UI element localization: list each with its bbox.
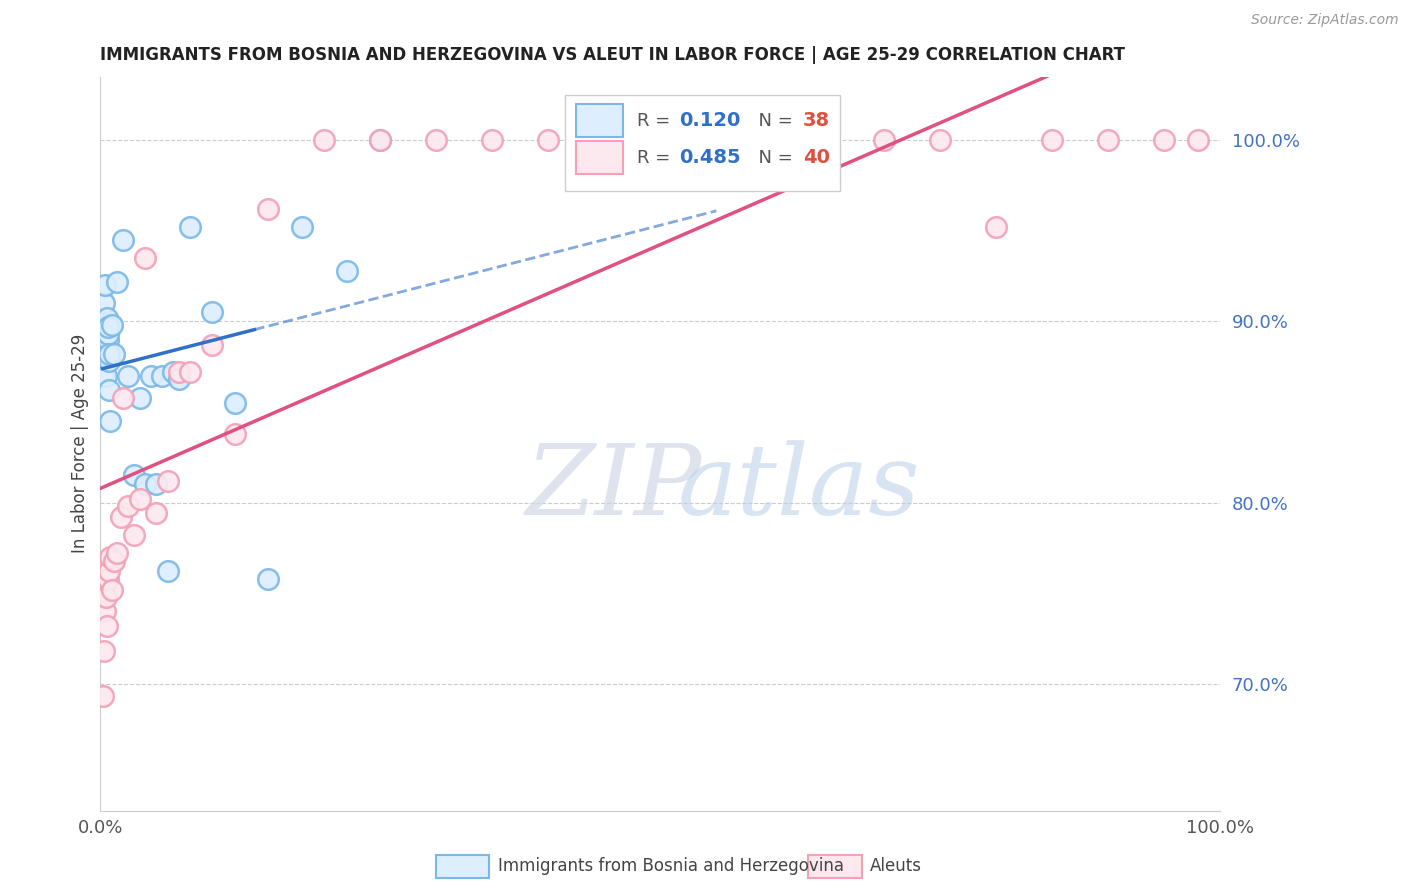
Point xyxy=(986,220,1008,235)
Point xyxy=(1187,133,1209,147)
Point xyxy=(94,324,117,338)
Point xyxy=(179,365,201,379)
Point xyxy=(425,133,447,147)
Point xyxy=(134,251,156,265)
Point xyxy=(105,275,128,289)
Point xyxy=(122,528,145,542)
Point xyxy=(96,619,118,633)
Text: N =: N = xyxy=(747,112,799,130)
Point xyxy=(481,133,503,147)
Y-axis label: In Labor Force | Age 25-29: In Labor Force | Age 25-29 xyxy=(72,334,89,553)
Point xyxy=(97,327,120,342)
Point xyxy=(111,391,134,405)
Point xyxy=(929,133,952,147)
Point xyxy=(179,220,201,235)
FancyBboxPatch shape xyxy=(576,141,623,174)
Point xyxy=(93,644,115,658)
Point xyxy=(103,347,125,361)
Point xyxy=(98,565,121,579)
Point xyxy=(97,333,120,347)
Point xyxy=(1097,133,1119,147)
Point xyxy=(706,133,728,147)
Point xyxy=(873,133,896,147)
Point xyxy=(167,365,190,379)
Point xyxy=(94,347,117,361)
Point xyxy=(110,510,132,524)
Point xyxy=(537,133,560,147)
Point xyxy=(94,604,117,618)
Point xyxy=(761,133,783,147)
Text: R =: R = xyxy=(637,149,676,167)
Point xyxy=(128,491,150,506)
Text: 38: 38 xyxy=(803,112,830,130)
Point xyxy=(98,384,121,398)
Point xyxy=(122,468,145,483)
Text: Aleuts: Aleuts xyxy=(870,857,922,875)
Point xyxy=(103,553,125,567)
Point xyxy=(817,133,839,147)
Point xyxy=(100,414,122,428)
Point xyxy=(201,305,224,319)
Point xyxy=(167,372,190,386)
Point xyxy=(224,396,246,410)
Point xyxy=(156,474,179,488)
Text: N =: N = xyxy=(747,149,799,167)
Point xyxy=(370,133,392,147)
Text: Source: ZipAtlas.com: Source: ZipAtlas.com xyxy=(1251,13,1399,28)
Point xyxy=(91,690,114,704)
Point xyxy=(1042,133,1064,147)
Point xyxy=(156,565,179,579)
Point xyxy=(128,391,150,405)
Point xyxy=(96,329,118,343)
Text: atlas: atlas xyxy=(678,440,920,535)
Point xyxy=(105,546,128,560)
Point xyxy=(150,368,173,383)
Point xyxy=(93,296,115,310)
Point xyxy=(314,133,336,147)
Point xyxy=(91,368,114,383)
Point xyxy=(94,278,117,293)
Point xyxy=(145,507,167,521)
Point xyxy=(94,368,117,383)
Text: 0.120: 0.120 xyxy=(679,112,741,130)
Text: 0.485: 0.485 xyxy=(679,148,741,167)
Text: 40: 40 xyxy=(803,148,830,167)
Point xyxy=(1153,133,1175,147)
Point xyxy=(98,347,121,361)
FancyBboxPatch shape xyxy=(565,95,839,191)
Point xyxy=(117,368,139,383)
Point xyxy=(224,426,246,441)
Point xyxy=(291,220,314,235)
Point xyxy=(97,572,120,586)
Point xyxy=(139,368,162,383)
Text: Immigrants from Bosnia and Herzegovina: Immigrants from Bosnia and Herzegovina xyxy=(498,857,844,875)
Point xyxy=(257,202,280,216)
Text: ZIP: ZIP xyxy=(526,440,702,535)
Point xyxy=(96,310,118,325)
Point xyxy=(257,572,280,586)
Text: IMMIGRANTS FROM BOSNIA AND HERZEGOVINA VS ALEUT IN LABOR FORCE | AGE 25-29 CORRE: IMMIGRANTS FROM BOSNIA AND HERZEGOVINA V… xyxy=(100,46,1125,64)
Point xyxy=(650,133,672,147)
Point xyxy=(97,342,120,356)
Point xyxy=(94,590,117,604)
Text: R =: R = xyxy=(637,112,676,130)
Point xyxy=(100,318,122,332)
Point xyxy=(100,549,122,564)
Point xyxy=(145,477,167,491)
Point xyxy=(117,499,139,513)
Point xyxy=(134,477,156,491)
Point xyxy=(111,233,134,247)
FancyBboxPatch shape xyxy=(576,104,623,137)
Point xyxy=(98,354,121,368)
Point xyxy=(162,365,184,379)
Point xyxy=(96,318,118,332)
Point xyxy=(370,133,392,147)
Point xyxy=(336,263,359,277)
Point xyxy=(97,319,120,334)
Point xyxy=(201,338,224,352)
Point xyxy=(100,582,122,597)
